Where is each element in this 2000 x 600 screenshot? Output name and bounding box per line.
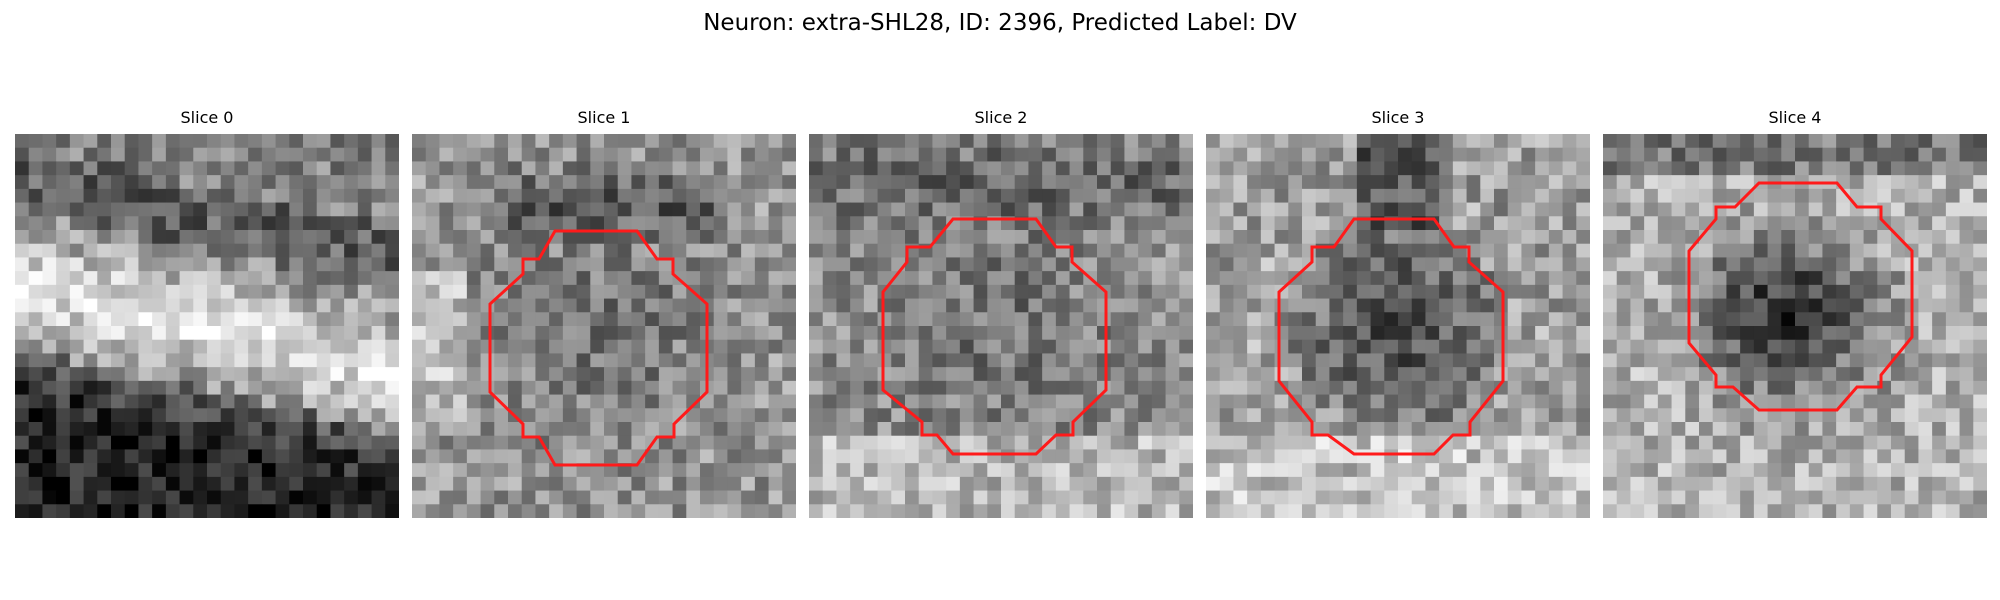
- slice-pixel-grid-0: [15, 134, 399, 518]
- slice-image-3: [1206, 134, 1590, 518]
- slice-image-4: [1603, 134, 1987, 518]
- slice-pixel-grid-4: [1603, 134, 1987, 518]
- slice-title-3: Slice 3: [1206, 107, 1590, 129]
- slice-image-0: [15, 134, 399, 518]
- slice-image-2: [809, 134, 1193, 518]
- slice-pixel-grid-1: [412, 134, 796, 518]
- slice-title-0: Slice 0: [15, 107, 399, 129]
- figure-title: Neuron: extra-SHL28, ID: 2396, Predicted…: [0, 6, 2000, 40]
- slice-title-4: Slice 4: [1603, 107, 1987, 129]
- slice-panel-0: Slice 0: [15, 107, 399, 129]
- slice-panel-1: Slice 1: [412, 107, 796, 129]
- slice-title-2: Slice 2: [809, 107, 1193, 129]
- slice-panel-2: Slice 2: [809, 107, 1193, 129]
- slice-image-1: [412, 134, 796, 518]
- slice-panel-3: Slice 3: [1206, 107, 1590, 129]
- slice-panel-4: Slice 4: [1603, 107, 1987, 129]
- slice-pixel-grid-2: [809, 134, 1193, 518]
- slice-title-1: Slice 1: [412, 107, 796, 129]
- slice-pixel-grid-3: [1206, 134, 1590, 518]
